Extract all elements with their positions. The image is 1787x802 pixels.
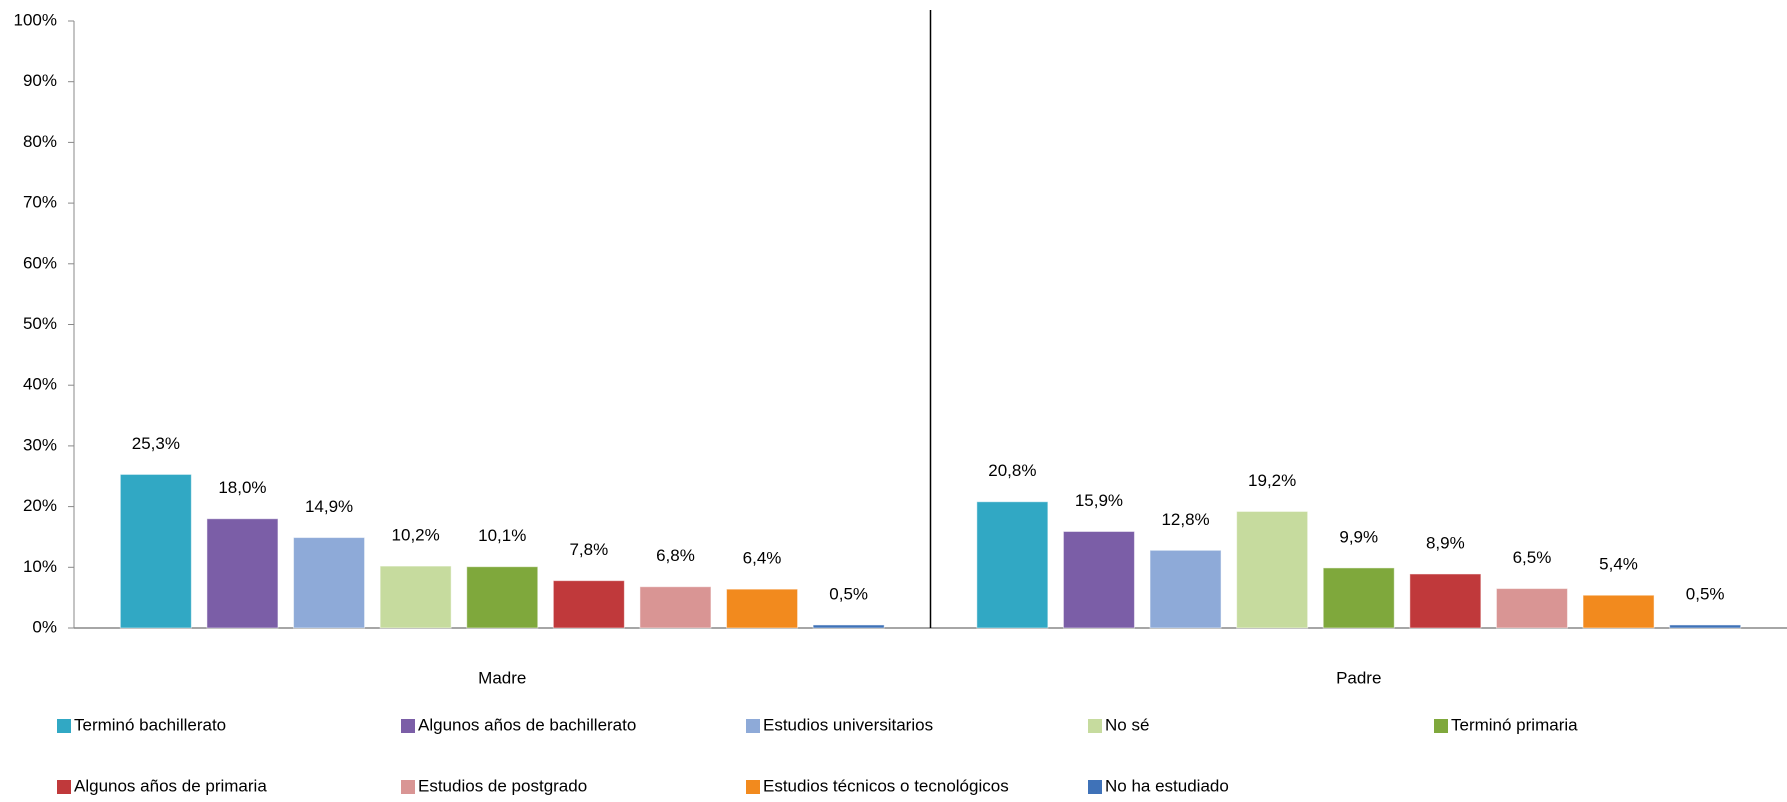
data-label: 18,0% [218,478,266,497]
y-tick-label: 70% [23,193,57,212]
x-tick-label: Madre [478,668,526,687]
bar [976,501,1049,629]
legend-label: Estudios universitarios [763,715,933,734]
y-tick-label: 90% [23,71,57,90]
bar [552,580,625,629]
data-label: 15,9% [1075,491,1123,510]
data-label: 0,5% [1686,584,1725,603]
y-tick-label: 0% [32,617,57,636]
legend-swatch [401,719,415,733]
legend-swatch [1088,719,1102,733]
legend-label: Algunos años de bachillerato [418,715,636,734]
legend-swatch [1088,780,1102,794]
legend-swatch [57,780,71,794]
y-tick-label: 40% [23,375,57,394]
bar [812,624,885,629]
y-tick-label: 60% [23,253,57,272]
data-label: 19,2% [1248,471,1296,490]
y-tick-label: 50% [23,314,57,333]
bar [1409,573,1482,629]
y-tick-label: 10% [23,557,57,576]
bar [119,473,192,629]
y-tick-label: 20% [23,496,57,515]
data-label: 25,3% [132,434,180,453]
y-tick-label: 80% [23,132,57,151]
data-label: 5,4% [1599,555,1638,574]
legend-label: No ha estudiado [1105,776,1229,795]
bar [466,566,539,629]
y-tick-label: 100% [14,10,57,29]
x-tick-label: Padre [1336,668,1381,687]
data-label: 6,8% [656,546,695,565]
data-label: 20,8% [988,461,1036,480]
data-label: 6,4% [743,549,782,568]
legend-label: Estudios de postgrado [418,776,587,795]
data-label: 7,8% [569,540,608,559]
legend-swatch [57,719,71,733]
legend-label: No sé [1105,715,1149,734]
bar [1495,588,1568,629]
legend-label: Estudios técnicos o tecnológicos [763,776,1009,795]
bar [1236,510,1309,629]
bar [293,537,366,629]
legend-label: Terminó primaria [1451,715,1578,734]
legend-swatch [746,719,760,733]
y-tick-label: 30% [23,435,57,454]
bar [1669,624,1742,629]
data-label: 10,1% [478,526,526,545]
legend-label: Terminó bachillerato [74,715,226,734]
bar [1062,530,1135,629]
bar [726,588,799,629]
data-label: 9,9% [1339,527,1378,546]
bar [1149,549,1222,629]
data-label: 6,5% [1513,548,1552,567]
data-label: 8,9% [1426,533,1465,552]
data-label: 0,5% [829,584,868,603]
data-label: 14,9% [305,497,353,516]
bar [639,586,712,629]
bar [206,518,279,629]
legend-label: Algunos años de primaria [74,776,267,795]
data-label: 10,2% [392,526,440,545]
legend-swatch [1434,719,1448,733]
bar [1582,594,1655,629]
bar [1322,567,1395,629]
data-label: 12,8% [1161,510,1209,529]
bar [379,565,452,629]
legend-swatch [401,780,415,794]
legend-swatch [746,780,760,794]
